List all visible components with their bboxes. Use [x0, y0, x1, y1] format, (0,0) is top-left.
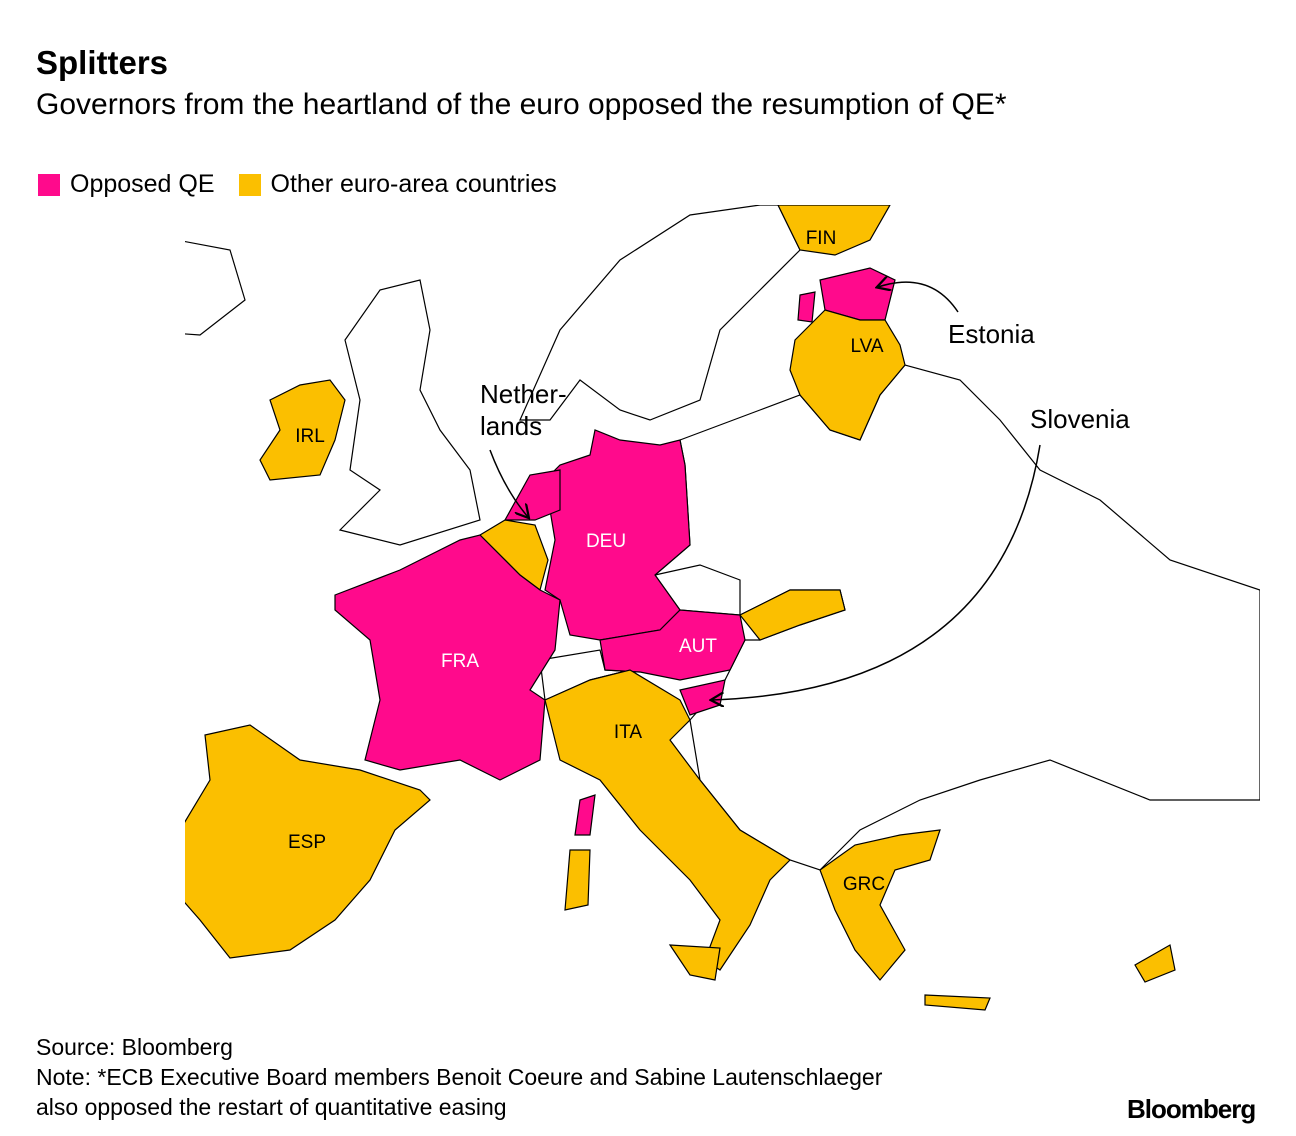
country-svk [739, 589, 846, 641]
country-fin [777, 205, 891, 256]
country-label: ESP [288, 832, 326, 853]
title: Splitters [36, 44, 169, 81]
country-nld [503, 469, 561, 521]
country-label: DEU [586, 531, 626, 552]
annotation: lands [480, 411, 542, 441]
annotation-arrow [878, 282, 959, 313]
country-ita-islands [564, 849, 721, 981]
country-label: ITA [614, 722, 642, 743]
legend: Opposed QE Other euro-area countries [38, 170, 557, 199]
note: also opposed the restart of quantitative… [36, 1094, 507, 1120]
country-label: FRA [441, 651, 479, 672]
country-label: LVA [850, 336, 883, 357]
country-label: FIN [806, 228, 837, 249]
legend-swatch [238, 173, 261, 196]
land [185, 240, 246, 336]
note: Note: *ECB Executive Board members Benoi… [36, 1064, 883, 1090]
annotation: Nether- [480, 379, 567, 409]
country-fra-corsica [574, 794, 596, 836]
annotation-arrow [712, 444, 1041, 700]
country-label: IRL [295, 426, 325, 447]
country-label: AUT [679, 636, 717, 657]
country-grc [819, 829, 991, 1011]
country-aut [599, 609, 746, 681]
subtitle: Governors from the heartland of the euro… [36, 88, 1007, 121]
country-esp-prt [185, 724, 431, 959]
logo: Bloomberg [1127, 1094, 1256, 1124]
land [519, 205, 801, 421]
country-ita [544, 669, 791, 971]
country-label: GRC [843, 874, 885, 895]
annotation: Estonia [948, 319, 1035, 349]
country-est [797, 267, 896, 323]
country-cyp [1134, 944, 1176, 983]
land [338, 279, 481, 546]
annotation-arrow [489, 449, 528, 517]
source: Source: Bloomberg [36, 1034, 233, 1060]
country-lva-ltu [789, 309, 906, 441]
legend-label: Opposed QE [70, 170, 215, 198]
annotation: Slovenia [1030, 404, 1130, 434]
country-irl [259, 379, 346, 481]
legend-label: Other euro-area countries [270, 170, 557, 198]
legend-swatch [38, 173, 60, 196]
